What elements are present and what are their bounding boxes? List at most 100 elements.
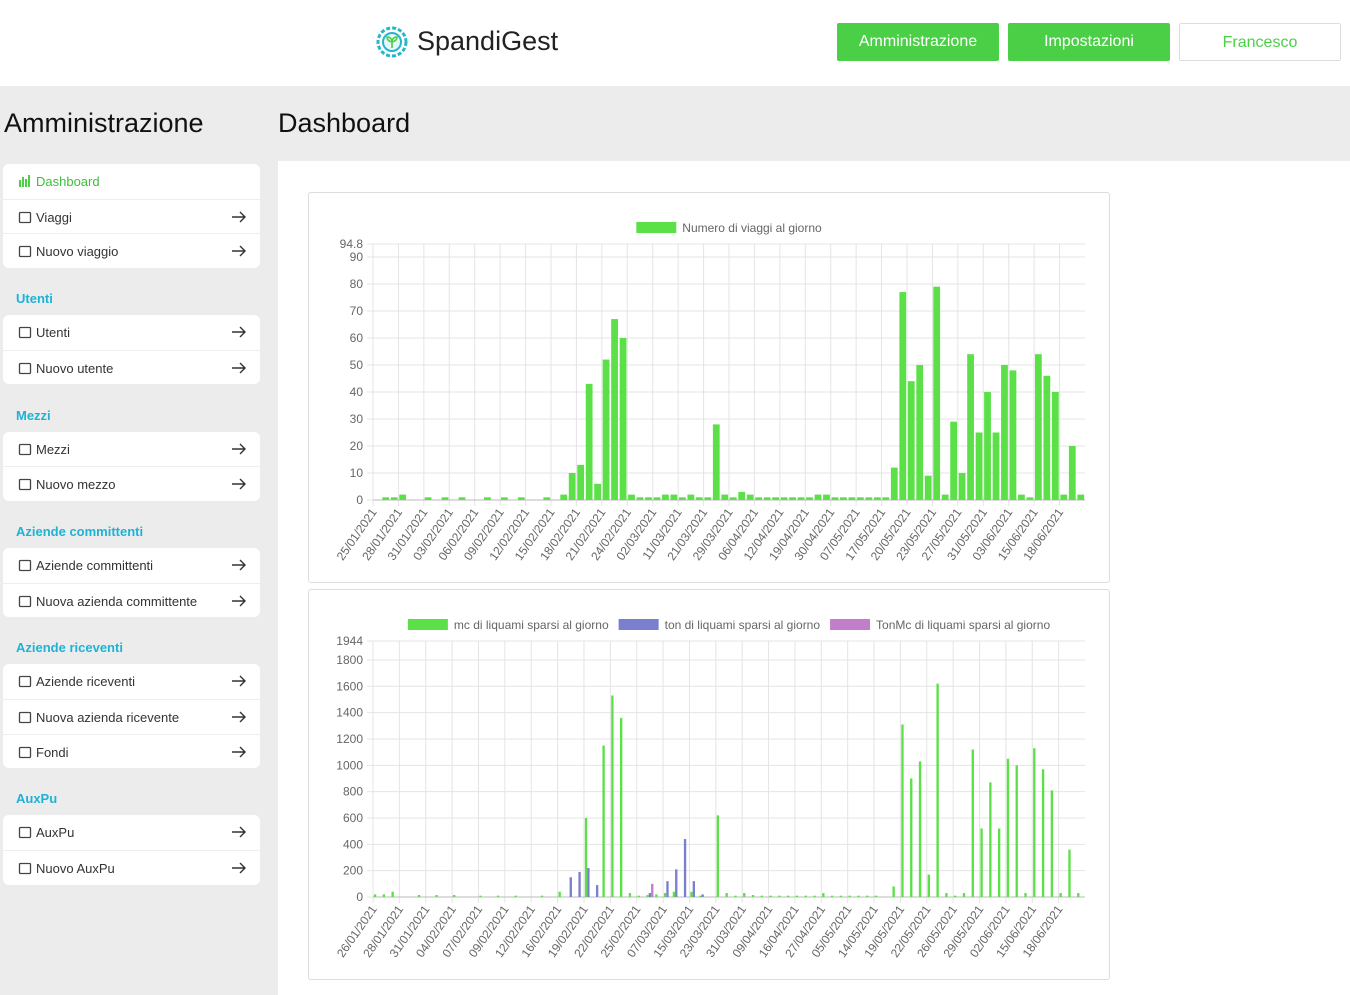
bar [933, 286, 941, 500]
bar [619, 337, 627, 500]
bar [746, 494, 754, 500]
bar [787, 895, 790, 897]
bar [839, 895, 843, 897]
bar [1051, 391, 1059, 500]
bar [628, 893, 632, 897]
arrow [232, 595, 246, 607]
bar [695, 497, 703, 500]
bar [729, 497, 737, 500]
bar [1026, 497, 1034, 500]
menu-label: Utenti [36, 325, 70, 341]
menu-item[interactable]: Nuova azienda committente [3, 582, 260, 618]
y-tick-label: 0 [356, 890, 363, 904]
menu-item[interactable]: Nuovo utente [3, 349, 260, 385]
menu-icon [18, 362, 32, 374]
menu-item[interactable]: Nuovo mezzo [3, 466, 260, 501]
menu-item[interactable]: Aziende riceventi [3, 664, 260, 699]
bar [1068, 849, 1071, 897]
icon-part [18, 246, 32, 258]
bar [602, 359, 610, 500]
menu-item[interactable]: Nuovo viaggio [3, 233, 260, 268]
bar [984, 391, 991, 500]
chart: 020040060080010001200140016001800194426/… [334, 618, 1085, 960]
bar [540, 895, 544, 897]
menu-item[interactable]: Viaggi [3, 198, 260, 234]
user-button[interactable]: Francesco [1179, 23, 1341, 61]
bar [734, 895, 737, 897]
bar [1060, 494, 1068, 500]
menu-item[interactable]: Aziende committenti [3, 548, 260, 583]
section-heading: Mezzi [16, 407, 51, 423]
bar [584, 817, 588, 897]
bar [670, 494, 678, 500]
menu-label: Viaggi [36, 209, 72, 225]
menu-icon [18, 746, 32, 758]
menu-item[interactable]: Mezzi [3, 432, 260, 467]
bar [704, 497, 712, 500]
arrow-icon [232, 326, 246, 338]
icon-part [18, 862, 32, 875]
legend-swatch [636, 222, 677, 233]
bar [865, 497, 873, 500]
arrow [232, 675, 246, 687]
menu-item[interactable]: Dashboard [3, 164, 260, 199]
bar [666, 881, 669, 897]
menu-icon [18, 443, 32, 455]
bar [967, 354, 974, 500]
section-heading: Utenti [16, 291, 53, 307]
bar [901, 724, 904, 897]
menu-item[interactable]: AuxPu [3, 815, 260, 850]
bar [587, 868, 590, 897]
bar [699, 895, 702, 897]
icon-part [18, 711, 32, 724]
y-tick-label: 20 [350, 439, 364, 453]
chart-card: 0 10 20 30 40 50 60 70 80 90 94.8 25/01/2021 28/01/2… [308, 192, 1110, 583]
legend-label: Numero di viaggi al giorno [682, 221, 822, 235]
menu-item[interactable]: Nuova azienda ricevente [3, 698, 260, 734]
menu-item[interactable]: Utenti [3, 315, 260, 350]
bar [558, 891, 561, 897]
bar [751, 895, 755, 897]
y-tick-label: 70 [350, 304, 364, 318]
bar [962, 893, 966, 897]
menu-icon [18, 711, 32, 724]
nav-button[interactable]: Impostazioni [1008, 23, 1170, 61]
bar [568, 472, 576, 500]
nav-button[interactable]: Amministrazione [837, 23, 999, 61]
bar [945, 893, 948, 897]
bar [1009, 370, 1017, 500]
bar [479, 895, 482, 897]
bar [1077, 893, 1080, 897]
bar [772, 497, 780, 500]
icon-part [19, 180, 21, 187]
bar [687, 494, 695, 500]
bar [484, 497, 491, 500]
bar [569, 877, 572, 897]
bar [560, 494, 568, 500]
menu-item[interactable]: Nuovo AuxPu [3, 850, 260, 885]
menu-label: Aziende riceventi [36, 674, 135, 690]
arrow-icon [232, 443, 246, 454]
bar [899, 292, 907, 500]
bar [655, 894, 658, 897]
bar [1001, 364, 1008, 500]
bar [1059, 893, 1062, 897]
bar [663, 893, 667, 897]
arrow-icon [232, 478, 246, 490]
bar [382, 497, 390, 500]
bar [789, 497, 796, 500]
legend-label: ton di liquami sparsi al giorno [665, 618, 821, 632]
y-tick-label: 200 [343, 864, 363, 878]
menu-item[interactable]: Fondi [3, 733, 260, 769]
legend: mc di liquami sparsi al giorno ton di liq… [407, 618, 1050, 632]
bar [1024, 893, 1027, 897]
bar [924, 475, 932, 500]
bar [927, 874, 931, 897]
bar [738, 491, 746, 500]
y-tick-label: 40 [350, 385, 364, 399]
bar [399, 494, 407, 500]
bar [496, 895, 500, 897]
y-tick-label: 30 [350, 412, 364, 426]
y-tick-label: 80 [350, 277, 364, 291]
arrow-icon [232, 826, 246, 838]
